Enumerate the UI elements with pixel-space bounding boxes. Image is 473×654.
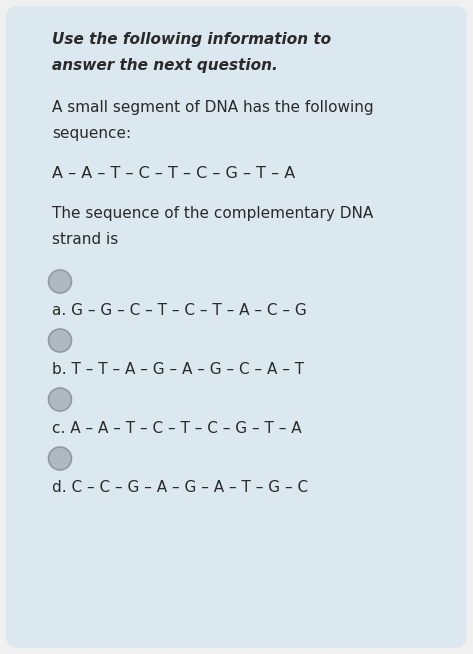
Circle shape bbox=[49, 388, 71, 411]
Text: strand is: strand is bbox=[52, 232, 118, 247]
Text: d. C – C – G – A – G – A – T – G – C: d. C – C – G – A – G – A – T – G – C bbox=[52, 480, 308, 495]
Text: b. T – T – A – G – A – G – C – A – T: b. T – T – A – G – A – G – C – A – T bbox=[52, 362, 304, 377]
FancyBboxPatch shape bbox=[6, 6, 467, 648]
Text: answer the next question.: answer the next question. bbox=[52, 58, 278, 73]
Circle shape bbox=[49, 447, 71, 470]
Text: sequence:: sequence: bbox=[52, 126, 131, 141]
Text: a. G – G – C – T – C – T – A – C – G: a. G – G – C – T – C – T – A – C – G bbox=[52, 303, 307, 318]
Text: The sequence of the complementary DNA: The sequence of the complementary DNA bbox=[52, 206, 373, 221]
Text: A small segment of DNA has the following: A small segment of DNA has the following bbox=[52, 100, 374, 115]
Text: c. A – A – T – C – T – C – G – T – A: c. A – A – T – C – T – C – G – T – A bbox=[52, 421, 302, 436]
Circle shape bbox=[49, 329, 71, 352]
Circle shape bbox=[49, 270, 71, 293]
Text: A – A – T – C – T – C – G – T – A: A – A – T – C – T – C – G – T – A bbox=[52, 166, 295, 181]
Text: Use the following information to: Use the following information to bbox=[52, 32, 331, 47]
